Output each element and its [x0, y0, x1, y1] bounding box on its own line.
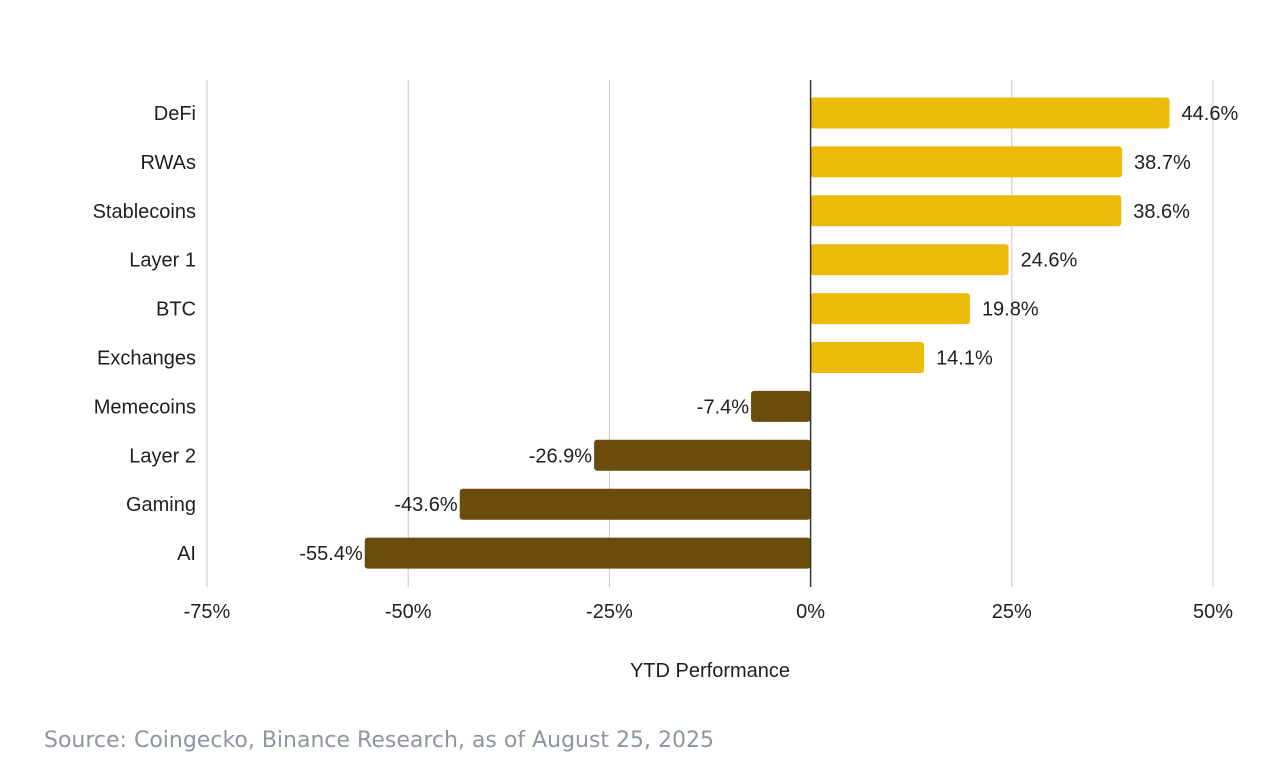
category-labels: DeFi RWAs Stablecoins Layer 1 BTC Exchanges Me… — [93, 103, 196, 565]
category-label: Stablecoins — [93, 201, 196, 223]
bar — [810, 342, 925, 373]
bar — [810, 293, 970, 325]
value-label: 14.1% — [936, 348, 993, 370]
bar — [810, 244, 1009, 276]
x-axis-title: YTD Performance — [630, 660, 790, 682]
x-tick-label: 25% — [992, 601, 1032, 623]
value-labels: 44.6% 38.7% 38.6% 24.6% 19.8% 14.1% -7.4% -26.9… — [299, 103, 1238, 565]
category-label: AI — [177, 543, 196, 565]
bar — [810, 97, 1170, 129]
value-label: -7.4% — [697, 396, 749, 418]
category-label: BTC — [156, 299, 196, 321]
value-label: 24.6% — [1021, 250, 1078, 272]
x-tick-label: 50% — [1193, 601, 1233, 623]
category-label: Layer 2 — [129, 445, 196, 467]
value-label: -26.9% — [529, 445, 593, 467]
bar — [810, 195, 1122, 227]
value-label: -55.4% — [299, 543, 363, 565]
x-tick-label: -75% — [184, 601, 231, 623]
x-tick-label: -25% — [586, 601, 633, 623]
bar — [594, 439, 811, 471]
value-label: 38.6% — [1133, 201, 1190, 223]
value-label: 44.6% — [1182, 103, 1239, 125]
x-tick-label: -50% — [385, 601, 432, 623]
category-label: Exchanges — [97, 348, 196, 370]
x-tick-label: 0% — [796, 601, 825, 623]
category-label: Memecoins — [94, 396, 196, 418]
bar — [751, 390, 811, 422]
x-tick-labels: -75% -50% -25% 0% 25% 50% — [184, 601, 1234, 623]
category-label: RWAs — [140, 152, 196, 174]
value-label: 38.7% — [1134, 152, 1191, 174]
bar — [364, 537, 811, 569]
source-note: Source: Coingecko, Binance Research, as … — [44, 728, 715, 753]
value-label: 19.8% — [982, 299, 1039, 321]
bar — [459, 488, 811, 520]
bar — [810, 146, 1123, 178]
bars — [364, 97, 1170, 569]
category-label: Gaming — [126, 494, 196, 516]
value-label: -43.6% — [394, 494, 458, 516]
category-label: DeFi — [154, 103, 196, 125]
category-label: Layer 1 — [129, 250, 196, 272]
